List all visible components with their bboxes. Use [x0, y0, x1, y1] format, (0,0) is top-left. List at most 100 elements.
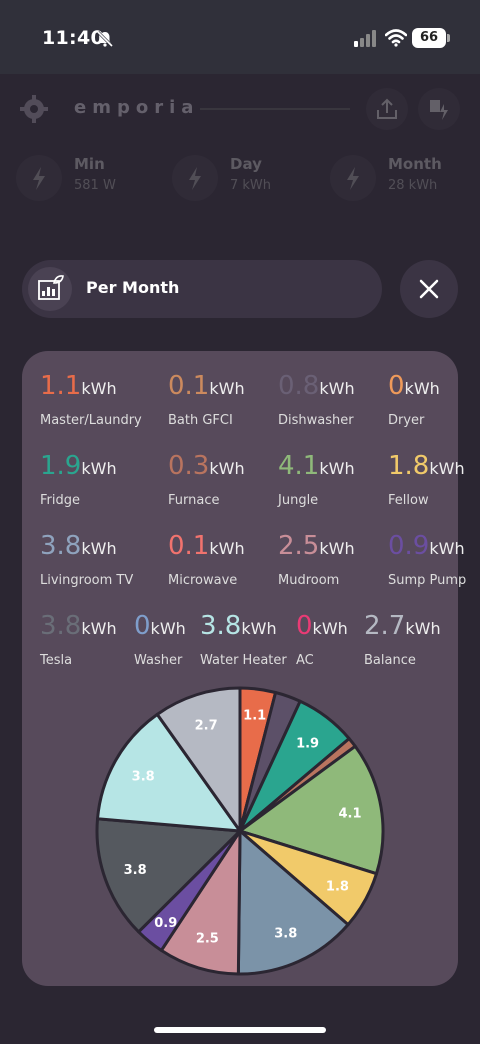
battery-nub: [447, 34, 450, 42]
circuit-item[interactable]: 1.1kWh Master/Laundry: [40, 371, 142, 428]
circuit-value: 0: [296, 611, 313, 641]
pie-slice[interactable]: [236, 829, 350, 976]
stat-min-label: Min: [74, 155, 105, 173]
pie-slice-label: 1.9: [296, 736, 319, 751]
circuit-item[interactable]: 0kWh AC: [296, 611, 348, 668]
circuit-value: 1.1: [40, 371, 82, 401]
circuit-item[interactable]: 2.7kWh Balance: [364, 611, 441, 668]
circuit-unit: kWh: [429, 539, 465, 558]
circuit-unit: kWh: [81, 379, 117, 398]
circuit-unit: kWh: [319, 539, 355, 558]
circuit-name: Balance: [364, 653, 416, 668]
circuit-value: 0.3: [168, 451, 210, 481]
circuit-unit: kWh: [81, 459, 117, 478]
circuit-unit: kWh: [404, 379, 440, 398]
pie-slice[interactable]: [159, 829, 242, 976]
close-button[interactable]: [400, 260, 458, 318]
circuit-name: Bath GFCI: [168, 413, 233, 428]
circuit-name: Sump Pump: [388, 573, 467, 588]
circuit-item[interactable]: 1.8kWh Fellow: [388, 451, 465, 508]
pie-slice-label: 0.9: [154, 916, 177, 931]
export-icon: [377, 98, 397, 119]
circuit-name: Dishwasher: [278, 413, 354, 428]
circuit-name: Washer: [134, 653, 183, 668]
circuit-value: 0: [388, 371, 405, 401]
circuit-name: Furnace: [168, 493, 220, 508]
circuit-value: 0.1: [168, 371, 210, 401]
circuit-name: Mudroom: [278, 573, 340, 588]
circuit-item[interactable]: 2.5kWh Mudroom: [278, 531, 355, 588]
circuit-unit: kWh: [405, 619, 441, 638]
circuit-name: Master/Laundry: [40, 413, 142, 428]
pie-slice-label: 2.5: [196, 932, 219, 947]
circuit-item[interactable]: 0.8kWh Dishwasher: [278, 371, 355, 428]
circuit-value: 3.8: [40, 531, 82, 561]
pie-slice-label: 4.1: [338, 807, 361, 822]
circuit-value: 1.9: [40, 451, 82, 481]
plug-bolt-icon: [430, 100, 448, 120]
circuit-name: Microwave: [168, 573, 238, 588]
pie-slice[interactable]: [155, 686, 242, 833]
circuit-unit: kWh: [81, 619, 117, 638]
circuit-value: 0.8: [278, 371, 320, 401]
circuit-name: AC: [296, 653, 314, 668]
app-header: emporia: [0, 80, 480, 140]
usage-pie-chart: 1.1 1.9 4.1 1.8 3.8 2.5 0.9 3.8 3.8 2.7: [95, 686, 385, 976]
pie-slice-label: 3.8: [274, 927, 297, 942]
circuit-unit: kWh: [209, 539, 245, 558]
wifi-icon: [385, 29, 407, 47]
circuit-value: 2.5: [278, 531, 320, 561]
circuit-item[interactable]: 0.1kWh Microwave: [168, 531, 245, 588]
status-time: 11:40: [42, 27, 104, 49]
circuit-value: 3.8: [200, 611, 242, 641]
circuit-item[interactable]: 3.8kWh Livingroom TV: [40, 531, 133, 588]
pie-slice-label: 3.8: [124, 863, 147, 878]
pie-slice[interactable]: [95, 817, 242, 934]
devices-button[interactable]: [418, 88, 460, 130]
brand-name: emporia: [74, 97, 200, 118]
stat-min[interactable]: Min 581 W: [16, 153, 166, 203]
circuit-item[interactable]: 3.8kWh Water Heater: [200, 611, 287, 668]
export-button[interactable]: [366, 88, 408, 130]
circuit-unit: kWh: [429, 459, 465, 478]
pie-slice-label: 1.1: [243, 709, 266, 724]
pie-slice-label: 2.7: [195, 719, 218, 734]
circuit-name: Tesla: [40, 653, 73, 668]
stat-min-value: 581 W: [74, 178, 116, 193]
circuit-item[interactable]: 3.8kWh Tesla: [40, 611, 117, 668]
battery-indicator: 66: [412, 28, 446, 48]
circuit-name: Fridge: [40, 493, 80, 508]
stat-day-label: Day: [230, 155, 262, 173]
period-label: Per Month: [86, 278, 180, 297]
circuit-item[interactable]: 0.9kWh Sump Pump: [388, 531, 466, 588]
chart-leaf-icon: [28, 267, 72, 311]
period-selector[interactable]: Per Month: [22, 260, 382, 318]
circuit-item[interactable]: 0kWh Washer: [134, 611, 186, 668]
summary-stats: Min 581 W Day 7 kWh Month 28 kWh: [0, 145, 480, 205]
pie-slice-label: 1.8: [326, 879, 349, 894]
bell-muted-icon: [96, 30, 114, 48]
circuit-name: Dryer: [388, 413, 425, 428]
stat-month-label: Month: [388, 155, 442, 173]
circuit-unit: kWh: [209, 459, 245, 478]
circuit-item[interactable]: 0kWh Dryer: [388, 371, 440, 428]
circuit-item[interactable]: 1.9kWh Fridge: [40, 451, 117, 508]
stat-day[interactable]: Day 7 kWh: [172, 153, 322, 203]
bolt-icon: [172, 155, 218, 201]
circuit-item[interactable]: 0.1kWh Bath GFCI: [168, 371, 245, 428]
circuit-name: Fellow: [388, 493, 429, 508]
status-bar: 11:40 66: [0, 0, 480, 74]
circuit-item[interactable]: 0.3kWh Furnace: [168, 451, 245, 508]
bolt-icon: [330, 155, 376, 201]
gear-logo-icon[interactable]: [20, 95, 48, 123]
home-indicator[interactable]: [154, 1027, 326, 1033]
pie-slice[interactable]: [96, 712, 242, 833]
cellular-signal-icon: [354, 30, 376, 47]
stat-day-value: 7 kWh: [230, 178, 272, 193]
circuit-unit: kWh: [312, 619, 348, 638]
stat-month[interactable]: Month 28 kWh: [330, 153, 480, 203]
circuit-item[interactable]: 4.1kWh Jungle: [278, 451, 355, 508]
circuit-unit: kWh: [209, 379, 245, 398]
close-icon: [419, 279, 439, 299]
pie-slice-label: 3.8: [132, 770, 155, 785]
